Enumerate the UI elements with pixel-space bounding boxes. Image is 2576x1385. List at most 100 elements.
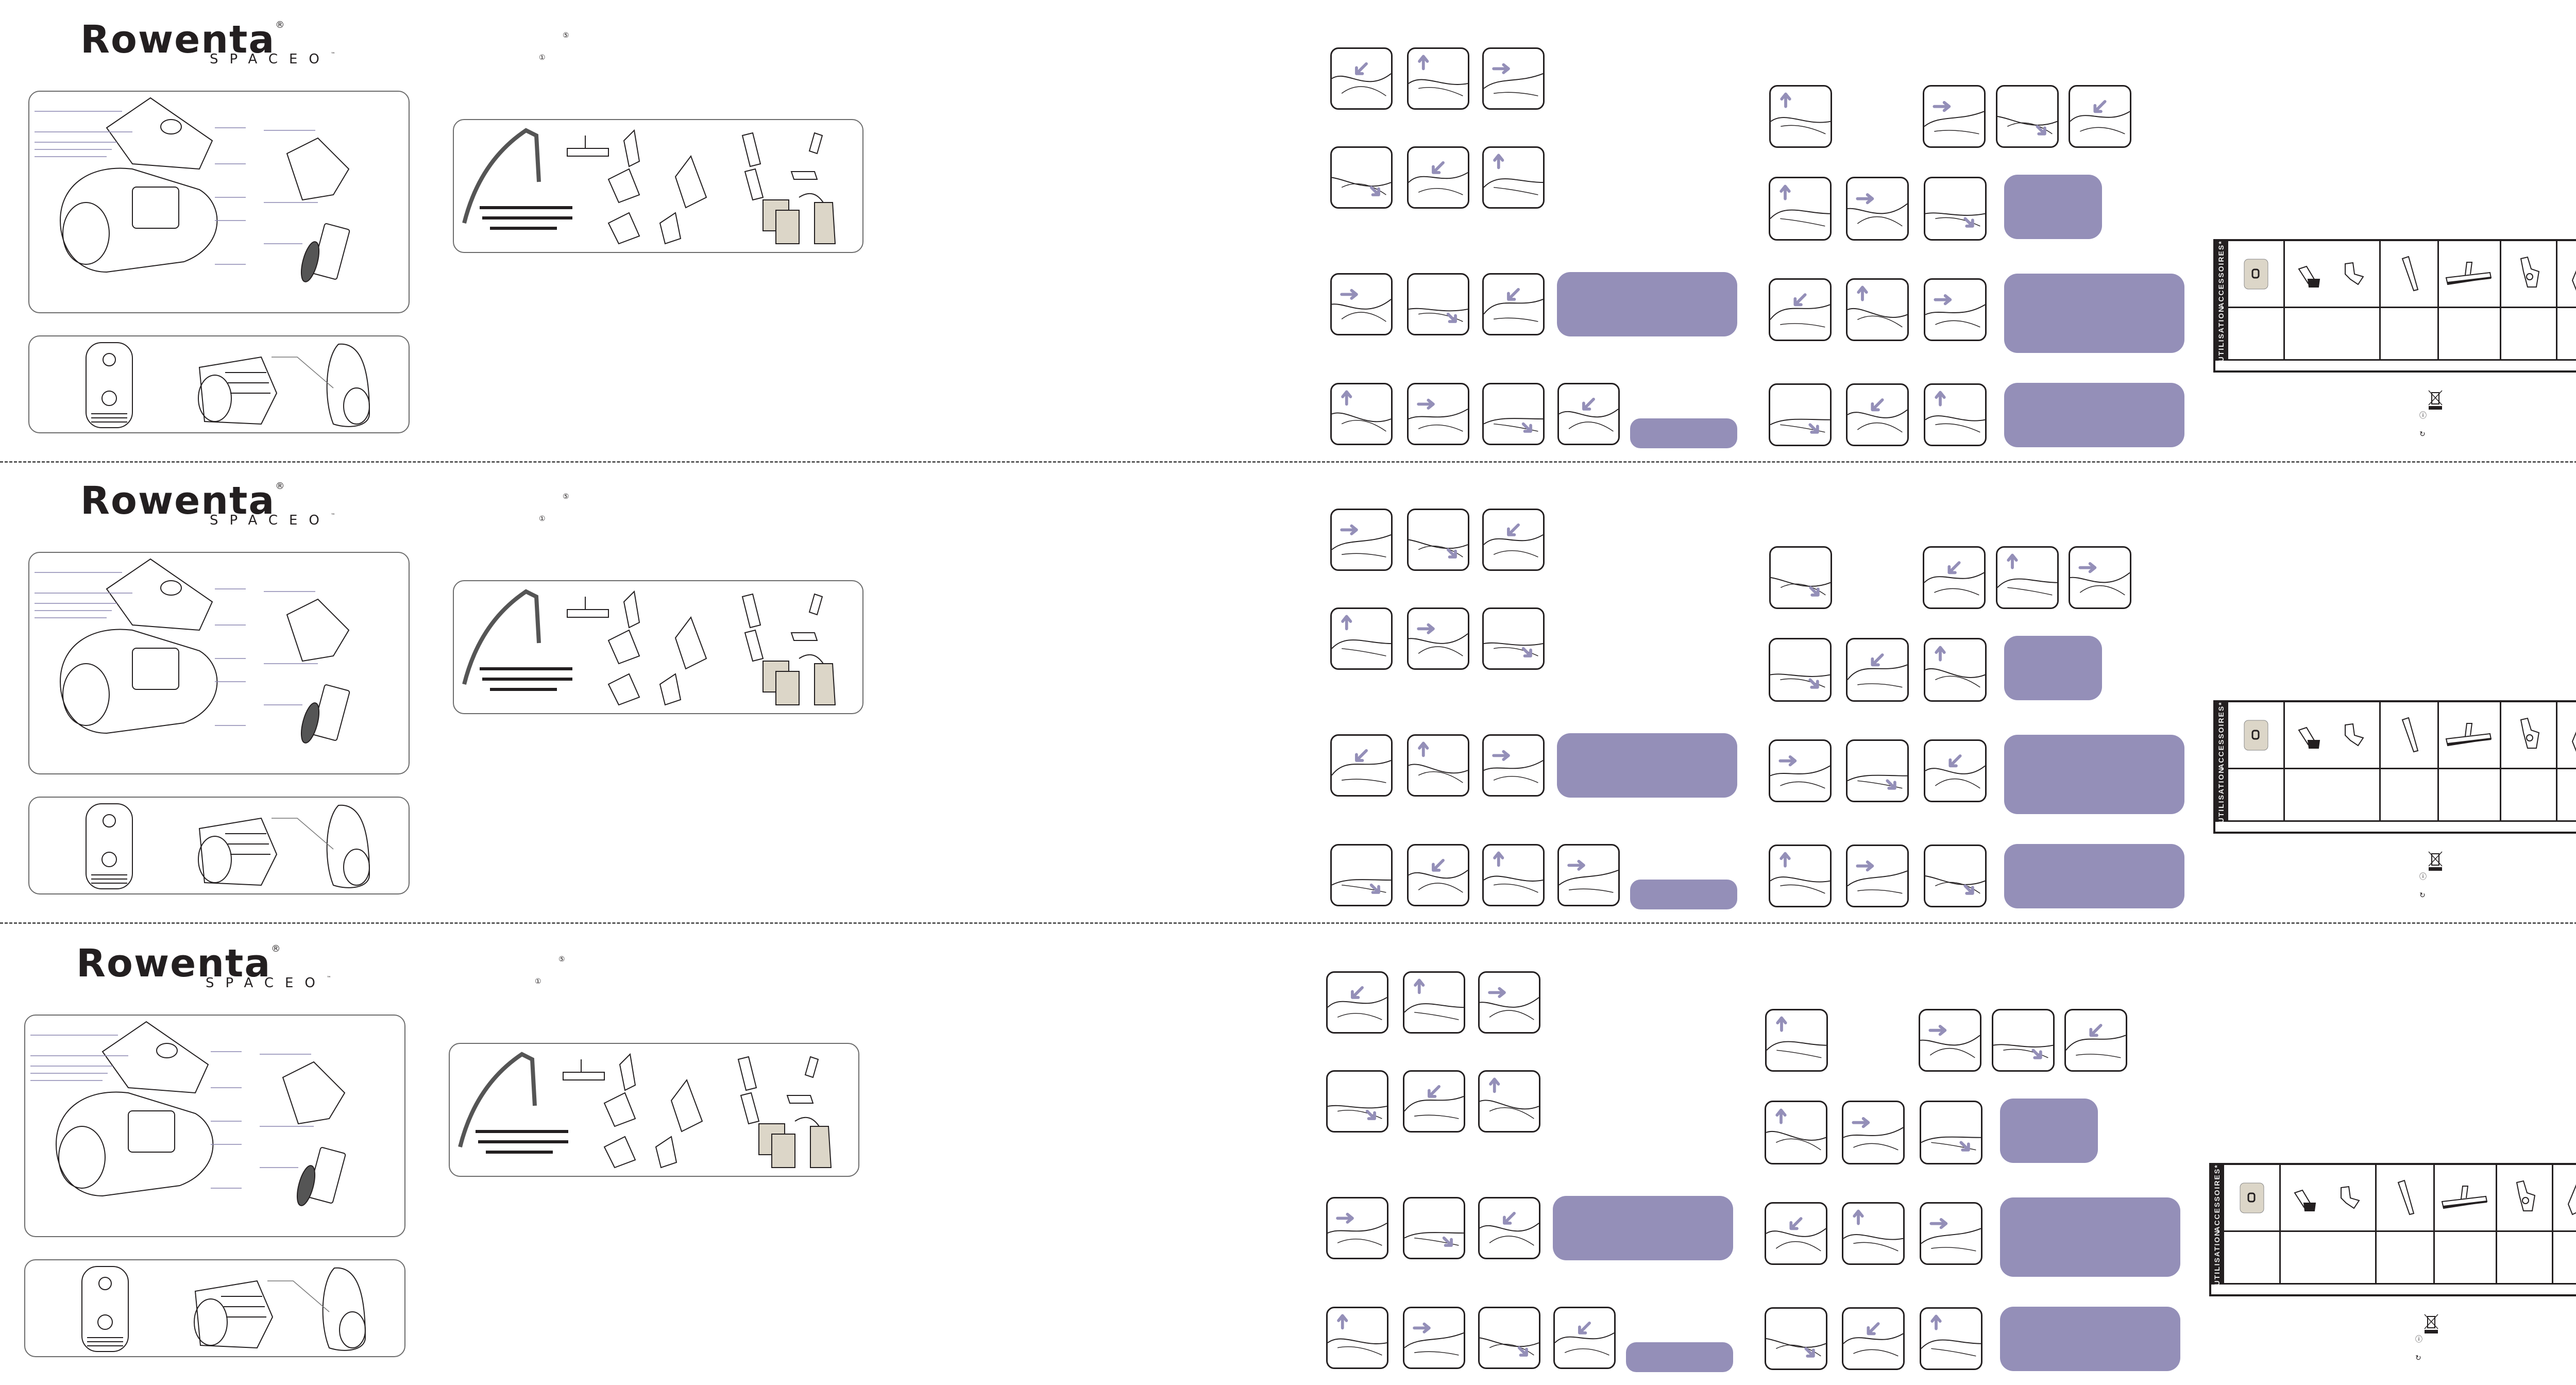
arrow-icon (2091, 1025, 2100, 1035)
brush-and-upholstery-icon (2290, 1183, 2367, 1213)
arrow-icon (1934, 103, 1949, 110)
arrow-icon (1523, 424, 1531, 431)
step-illustration (1846, 844, 1909, 907)
step-illustration-icon (1770, 385, 1830, 445)
step-illustration (1765, 1307, 1827, 1370)
step-illustration (1407, 509, 1469, 571)
info-icon: ⓘ (2419, 871, 2427, 882)
cut-line-divider (0, 922, 2576, 924)
step-illustration-icon (1766, 1102, 1826, 1163)
crevice-tool-icon (2392, 1178, 2418, 1217)
step-illustration (1842, 1101, 1905, 1164)
step-illustration-icon (1770, 846, 1830, 906)
arrow-icon (1777, 1110, 1785, 1123)
arrow-icon (1342, 526, 1357, 534)
step-illustration-icon (1993, 1010, 2053, 1070)
step-illustration-icon (1843, 1102, 1903, 1163)
step-illustration (1996, 546, 2059, 609)
step-illustration (1403, 1070, 1465, 1133)
step-illustration-icon (1409, 148, 1468, 207)
step-illustration (1769, 383, 1832, 446)
step-illustration-icon (1770, 741, 1830, 801)
arrow-icon (1418, 400, 1433, 408)
step-illustration (1920, 1202, 1982, 1265)
step-illustration-icon (1921, 1309, 1981, 1369)
usage-cell (2501, 769, 2557, 821)
dust-bag-icon (2239, 1182, 2265, 1214)
note-box (1553, 1196, 1733, 1260)
step-illustration (1482, 734, 1545, 797)
table-footnote-row (2214, 821, 2576, 833)
step-illustration-icon (1404, 1072, 1464, 1131)
step-illustration (1407, 734, 1469, 797)
arrow-icon (1936, 393, 1944, 405)
step-illustration (1330, 607, 1393, 670)
turbo-brush-icon (2513, 717, 2544, 753)
step-illustration (1920, 1307, 1982, 1370)
usage-cell (2380, 308, 2438, 360)
step-illustration-icon (1409, 275, 1468, 334)
arrow-icon (1494, 752, 1509, 759)
note-box (2004, 636, 2102, 700)
note-box (1557, 733, 1737, 798)
step-illustration-icon (1480, 1072, 1539, 1131)
step-illustration-icon (1332, 510, 1391, 569)
step-illustration-icon (1925, 741, 1985, 801)
arrow-icon (1509, 525, 1518, 535)
step-illustration (1326, 1307, 1388, 1369)
step-illustration (1924, 383, 1987, 446)
arrow-icon (1509, 290, 1518, 299)
step-illustration-icon (1328, 1308, 1387, 1367)
turbo-brush-icon (2509, 1180, 2540, 1216)
brush-icon (809, 133, 822, 154)
exploded-view-frame (28, 552, 410, 774)
step-illustration (1846, 638, 1909, 702)
arrow-icon (1810, 425, 1818, 432)
step-illustration-icon (1332, 49, 1391, 108)
turbo-brush-icon (2513, 256, 2544, 292)
step-illustration (1403, 1307, 1465, 1369)
step-illustration (1557, 383, 1620, 445)
arrow-icon (1444, 1238, 1451, 1245)
symbol-5: ⑤ (558, 955, 565, 964)
step-illustration (1326, 1070, 1388, 1133)
step-illustration-icon (1848, 741, 1907, 801)
step-illustration-icon (1843, 1204, 1903, 1263)
step-illustration (1769, 638, 1832, 702)
step-illustration (1924, 177, 1987, 241)
step-illustration (1330, 146, 1393, 209)
floor-nozzle-icon (2567, 255, 2576, 293)
arrow-icon (1342, 291, 1357, 298)
step-illustration (1769, 278, 1832, 341)
arrow-icon (1569, 862, 1584, 869)
arrow-icon (1418, 625, 1433, 633)
crevice-tool-icon (742, 594, 760, 628)
step-illustration (1478, 1307, 1540, 1369)
step-illustration-icon (1770, 280, 1830, 340)
step-illustration-icon (1925, 385, 1985, 445)
step-illustration-icon (1328, 1072, 1387, 1131)
step-illustration (1769, 85, 1832, 148)
symbol-5: ⑤ (563, 492, 569, 501)
note-box (2004, 844, 2184, 908)
step-illustration-icon (1997, 87, 2057, 146)
registered-mark: ® (275, 20, 285, 30)
step-illustration (1992, 1009, 2055, 1072)
arrow-icon (1343, 392, 1350, 404)
step-illustration (1330, 273, 1393, 335)
floor-nozzle-icon (2567, 716, 2576, 754)
arrow-icon (1433, 163, 1443, 173)
vacuum-views-frame (28, 797, 410, 894)
step-illustration-icon (2070, 548, 2130, 607)
step-illustration-icon (1404, 1308, 1464, 1367)
accessories-header: ACCESSOIRES* (2214, 240, 2228, 308)
floor-nozzle-icon (567, 148, 608, 156)
crevice-tool-icon (2396, 255, 2422, 293)
step-illustration (1326, 971, 1388, 1034)
usage-cell (2501, 308, 2557, 360)
step-illustration (1842, 1307, 1905, 1370)
arrow-icon (1781, 854, 1789, 866)
step-illustration-icon (1409, 384, 1468, 444)
arrow-icon (1810, 680, 1818, 687)
step-illustration-icon (1766, 1204, 1826, 1263)
